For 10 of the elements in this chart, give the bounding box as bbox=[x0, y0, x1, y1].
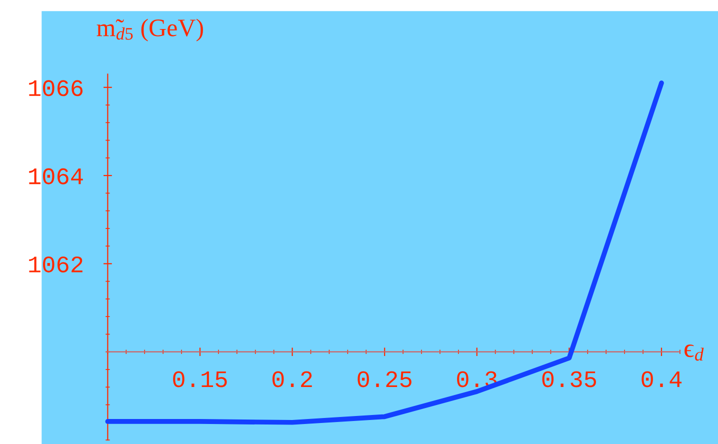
y-tick-label: 1064 bbox=[29, 168, 83, 184]
x-axis-title: ϵ$_{d}$ bbox=[684, 344, 704, 361]
x-tick-label: 0.2 bbox=[272, 371, 312, 388]
x-tick-label: 0.4 bbox=[642, 371, 682, 388]
x-tick-label: 0.15 bbox=[173, 371, 227, 388]
y-axis-title: m̃$_{d5}$ (GeV) bbox=[96, 18, 203, 42]
y-tick-label: 1062 bbox=[29, 256, 82, 272]
x-tick-label: 0.35 bbox=[542, 371, 596, 388]
x-tick-label: 0.25 bbox=[358, 371, 412, 388]
y-tick-label: 1066 bbox=[29, 80, 83, 96]
